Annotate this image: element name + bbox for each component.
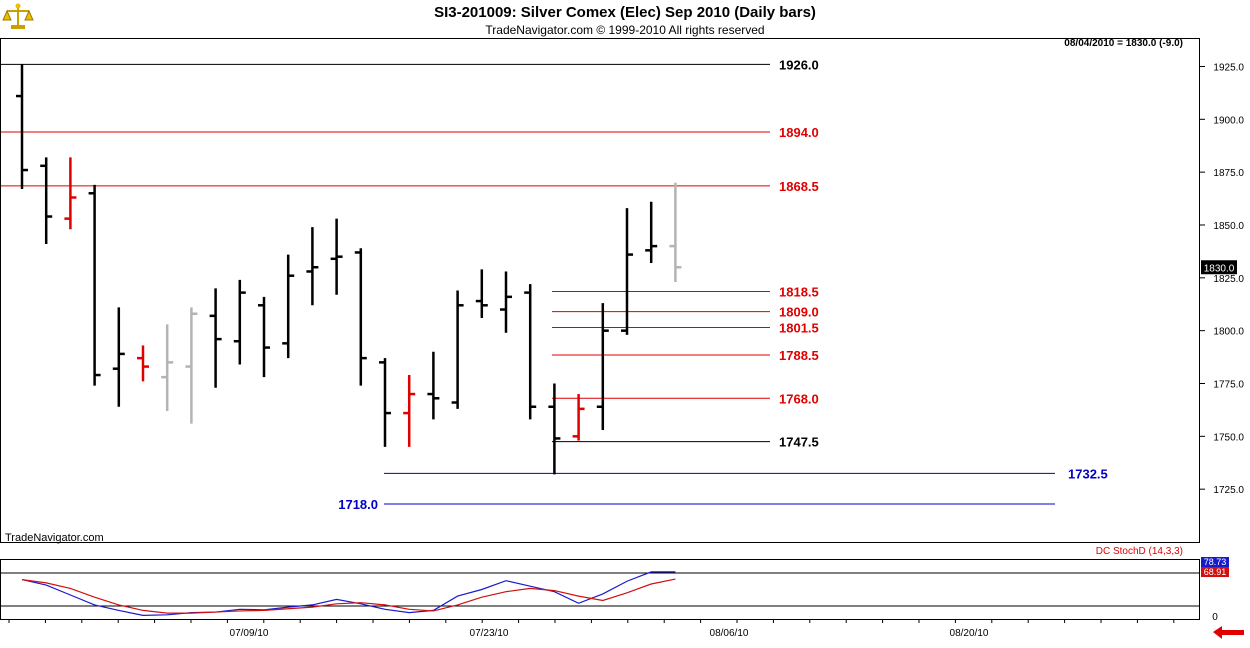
stoch-k-value: 78.73	[1204, 557, 1227, 567]
ohlc-bar	[137, 345, 149, 382]
level-label: 1809.0	[779, 305, 819, 320]
ohlc-bar	[379, 358, 391, 447]
watermark-text: TradeNavigator.com	[5, 532, 104, 544]
level-label: 1768.0	[779, 391, 819, 406]
level-label: 1818.5	[779, 285, 819, 300]
stoch-d-value: 68.91	[1204, 567, 1227, 577]
level-label: 1718.0	[338, 497, 378, 512]
ohlc-bar	[621, 208, 633, 335]
ohlc-bar	[282, 254, 295, 359]
scroll-left-arrow-icon[interactable]	[1213, 626, 1244, 639]
stoch-title: DC StochD (14,3,3)	[1096, 546, 1183, 557]
ohlc-bar	[40, 157, 53, 245]
level-label: 1926.0	[779, 57, 819, 72]
ohlc-bar	[354, 248, 367, 386]
stoch-k-value-box	[1201, 557, 1229, 567]
ohlc-bar	[500, 271, 512, 333]
stoch-y-tick-label: 0	[1212, 612, 1218, 623]
x-tick-label: 07/09/10	[230, 628, 269, 639]
ohlc-bar	[451, 290, 464, 409]
scales-icon[interactable]	[2, 1, 34, 31]
level-label: 1868.5	[779, 179, 819, 194]
ohlc-bar	[596, 303, 609, 430]
stoch-panel-frame	[0, 559, 1200, 620]
ohlc-bar	[524, 284, 537, 420]
y-tick-label: 1725.0	[1213, 485, 1244, 496]
ohlc-bar	[112, 307, 125, 407]
y-tick-label: 1800.0	[1213, 327, 1244, 338]
ohlc-bar	[88, 184, 101, 386]
x-tick-label: 08/06/10	[710, 628, 749, 639]
ohlc-bar	[161, 324, 174, 411]
level-label: 1788.5	[779, 348, 819, 363]
level-label: 1732.5	[1068, 466, 1108, 481]
ohlc-bar	[427, 351, 440, 420]
ohlc-bar	[572, 394, 585, 441]
ohlc-bar	[645, 201, 658, 264]
ohlc-bar	[258, 296, 270, 378]
ohlc-bar	[669, 182, 682, 283]
level-label: 1801.5	[779, 320, 819, 335]
price-panel-frame	[0, 38, 1200, 543]
level-label: 1747.5	[779, 435, 819, 450]
ohlc-bar	[330, 218, 343, 295]
ohlc-bar	[16, 64, 28, 190]
last-price-label: 1830.0	[1204, 263, 1235, 274]
copyright-text: TradeNavigator.com © 1999-2010 All right…	[485, 23, 764, 37]
y-tick-label: 1850.0	[1213, 221, 1244, 232]
y-tick-label: 1750.0	[1213, 432, 1244, 443]
x-tick-label: 08/20/10	[950, 628, 989, 639]
stoch-d-value-box	[1201, 567, 1229, 577]
x-tick-label: 07/23/10	[470, 628, 509, 639]
y-tick-label: 1825.0	[1213, 274, 1244, 285]
ohlc-bar	[233, 279, 246, 365]
ohlc-bar	[209, 288, 222, 388]
ohlc-bar	[185, 307, 198, 424]
y-tick-label: 1775.0	[1213, 379, 1244, 390]
last-quote-text: 08/04/2010 = 1830.0 (-9.0)	[1064, 38, 1183, 49]
ohlc-bar	[403, 375, 416, 447]
ohlc-bar	[306, 227, 319, 306]
ohlc-bar	[548, 383, 561, 475]
stoch-k-line	[21, 571, 676, 616]
ohlc-bar	[475, 269, 488, 318]
y-tick-label: 1875.0	[1213, 168, 1244, 179]
stoch-d-line	[21, 578, 676, 614]
y-tick-label: 1900.0	[1213, 115, 1244, 126]
level-label: 1894.0	[779, 125, 819, 140]
y-tick-label: 1925.0	[1213, 62, 1244, 73]
chart-title: SI3-201009: Silver Comex (Elec) Sep 2010…	[434, 4, 816, 21]
last-price-box	[1201, 260, 1237, 275]
ohlc-bar	[64, 157, 77, 230]
